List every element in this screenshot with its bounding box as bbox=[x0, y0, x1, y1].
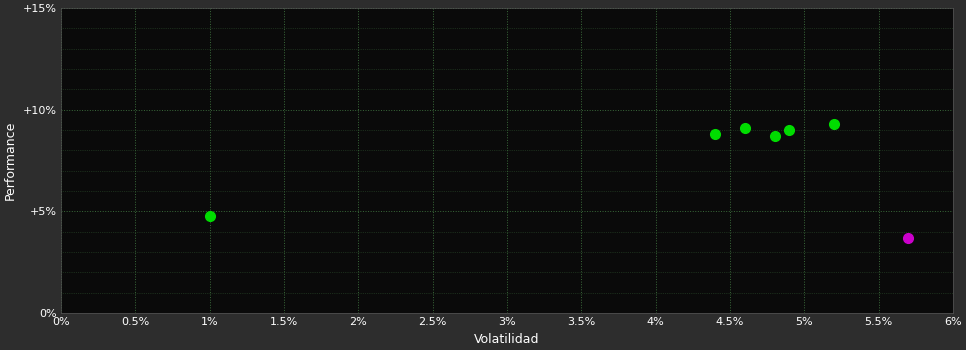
Point bbox=[202, 213, 217, 218]
X-axis label: Volatilidad: Volatilidad bbox=[474, 333, 540, 346]
Y-axis label: Performance: Performance bbox=[4, 121, 17, 200]
Point bbox=[737, 125, 753, 131]
Point bbox=[900, 235, 916, 241]
Point bbox=[781, 127, 797, 133]
Point bbox=[707, 131, 723, 137]
Point bbox=[826, 121, 841, 127]
Point bbox=[767, 133, 782, 139]
